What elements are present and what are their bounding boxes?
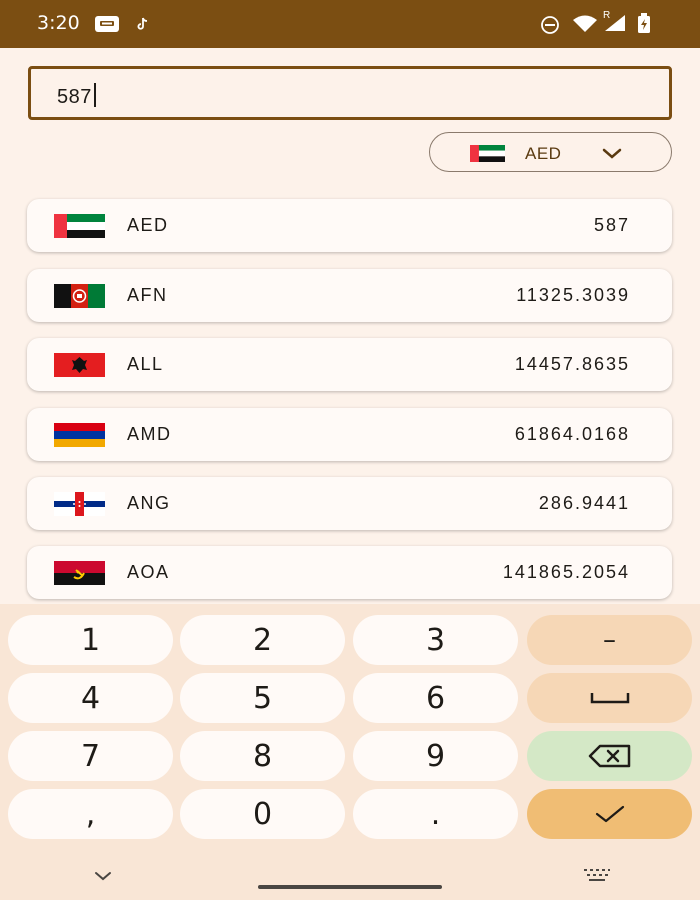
key-2[interactable]: 2 (180, 615, 345, 665)
currency-row-afn[interactable]: AFN 11325.3039 (27, 269, 672, 322)
status-bar: 3:20 R (0, 0, 700, 48)
battery-charging-icon (638, 13, 650, 33)
key-0[interactable]: 0 (180, 789, 345, 839)
tiktok-icon (137, 17, 148, 30)
message-icon (95, 16, 119, 32)
key-label: 4 (80, 680, 101, 716)
key-6[interactable]: 6 (353, 673, 518, 723)
key-backspace[interactable] (527, 731, 692, 781)
albania-flag-icon (54, 353, 105, 377)
currency-value: 11325.3039 (516, 285, 630, 305)
key-label: 0 (252, 796, 273, 832)
uae-flag-icon (54, 214, 105, 238)
wifi-icon (573, 15, 597, 32)
amount-input[interactable]: 587 (28, 66, 672, 120)
armenia-flag-icon (54, 423, 105, 447)
key-minus[interactable]: – (527, 615, 692, 665)
key-decimal[interactable]: . (353, 789, 518, 839)
roaming-signal-icon (605, 15, 625, 31)
currency-code: AOA (127, 562, 170, 582)
key-label: 7 (80, 738, 101, 774)
amount-input-value: 587 (57, 86, 92, 108)
afghanistan-flag-icon (54, 284, 105, 308)
space-key-icon (590, 693, 629, 704)
currency-row-aed[interactable]: AED 587 (27, 199, 672, 252)
key-9[interactable]: 9 (353, 731, 518, 781)
text-caret (93, 83, 96, 107)
currency-value: 286.9441 (538, 493, 630, 513)
netherlands-antilles-flag-icon (54, 492, 105, 516)
key-label: 9 (425, 738, 446, 774)
currency-row-ang[interactable]: ANG 286.9441 (27, 477, 672, 530)
backspace-icon (588, 744, 630, 768)
key-label: . (430, 796, 441, 832)
key-label: 2 (252, 622, 273, 658)
currency-value: 14457.8635 (514, 354, 630, 374)
angola-flag-icon (54, 561, 105, 585)
currency-code: ALL (127, 354, 164, 374)
currency-value: 141865.2054 (502, 562, 630, 582)
chevron-down-icon (602, 148, 622, 159)
key-4[interactable]: 4 (8, 673, 173, 723)
currency-code: AED (127, 215, 169, 235)
currency-code: ANG (127, 493, 171, 513)
key-3[interactable]: 3 (353, 615, 518, 665)
dnd-icon (541, 16, 559, 34)
key-done[interactable] (527, 789, 692, 839)
key-label: 5 (252, 680, 273, 716)
uae-flag-icon (470, 145, 505, 162)
numeric-keypad: 1 2 3 – 4 5 6 7 8 9 , 0 . (0, 604, 700, 900)
key-7[interactable]: 7 (8, 731, 173, 781)
keyboard-switch-icon[interactable] (583, 868, 611, 884)
key-5[interactable]: 5 (180, 673, 345, 723)
key-1[interactable]: 1 (8, 615, 173, 665)
currency-code: AMD (127, 424, 172, 444)
selected-currency-code: AED (525, 144, 562, 163)
status-time: 3:20 (37, 12, 80, 34)
key-comma[interactable]: , (8, 789, 173, 839)
key-label: , (85, 796, 96, 832)
currency-row-aoa[interactable]: AOA 141865.2054 (27, 546, 672, 599)
base-currency-dropdown[interactable]: AED (429, 132, 672, 172)
roaming-label: R (603, 10, 611, 21)
checkmark-icon (595, 805, 624, 823)
currency-value: 61864.0168 (514, 424, 630, 444)
key-8[interactable]: 8 (180, 731, 345, 781)
currency-code: AFN (127, 285, 168, 305)
currency-value: 587 (593, 215, 630, 235)
currency-row-amd[interactable]: AMD 61864.0168 (27, 408, 672, 461)
currency-row-all[interactable]: ALL 14457.8635 (27, 338, 672, 391)
key-label: 6 (425, 680, 446, 716)
key-label: 1 (80, 622, 101, 658)
gesture-nav-handle[interactable] (258, 885, 442, 889)
key-space[interactable] (527, 673, 692, 723)
key-label: 8 (252, 738, 273, 774)
hide-keyboard-chevron-icon[interactable] (94, 870, 112, 882)
key-label: – (603, 625, 616, 655)
key-label: 3 (425, 622, 446, 658)
